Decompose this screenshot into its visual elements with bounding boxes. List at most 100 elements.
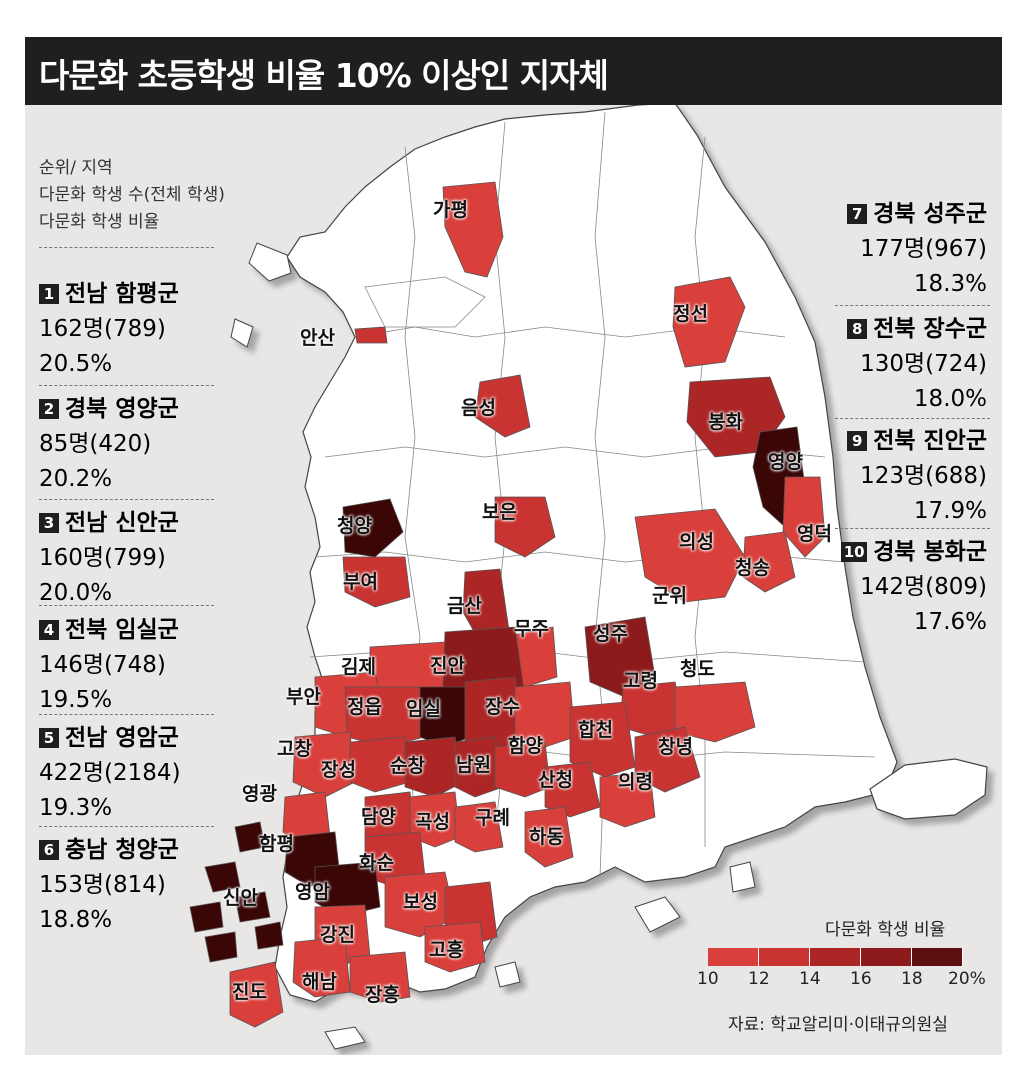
rank-ratio: 19.3%: [39, 795, 113, 821]
rank-region: 충남 청양군: [65, 837, 179, 863]
map-label: 안산: [300, 327, 335, 349]
rank-number: 4: [39, 620, 59, 640]
map-label: 의령: [618, 771, 653, 793]
map-label: 성주: [593, 623, 628, 645]
divider: [39, 605, 214, 606]
rank-region: 전북 진안군: [873, 428, 987, 454]
scale-swatch: [759, 948, 810, 966]
page-title: 다문화 초등학생 비율 10% 이상인 지자체: [39, 56, 609, 95]
map-label: 장흥: [365, 984, 400, 1006]
rank-number: 7: [847, 204, 868, 224]
rank-ratio: 17.6%: [913, 609, 987, 635]
ranking-item: 5 전남 영암군 422명(2184) 19.3%: [39, 721, 181, 826]
map-label: 신안: [223, 887, 258, 909]
rank-ratio: 19.5%: [39, 687, 113, 713]
rank-ratio: 20.5%: [39, 351, 113, 377]
ranking-item: 1 전남 함평군 162명(789) 20.5%: [39, 277, 179, 382]
ranking-item: 8 전북 장수군 130명(724) 18.0%: [815, 312, 987, 417]
map-label: 보성: [403, 891, 438, 913]
map-label: 무주: [514, 618, 549, 640]
map-label: 영양: [768, 451, 803, 473]
map-label: 담양: [361, 806, 396, 828]
legend-header-line: 순위/ 지역: [39, 158, 113, 178]
map-label: 함평: [259, 833, 294, 855]
title-bar: 다문화 초등학생 비율 10% 이상인 지자체: [25, 37, 1002, 105]
ranking-item: 3 전남 신안군 160명(799) 20.0%: [39, 506, 179, 611]
map-label: 해남: [302, 971, 337, 993]
rank-number: 9: [847, 431, 868, 451]
legend-header-line: 다문화 학생 수(전체 학생): [39, 185, 225, 205]
rank-region: 전북 임실군: [65, 617, 179, 643]
rank-region: 전북 장수군: [873, 316, 987, 342]
legend-header-line: 다문화 학생 비율: [39, 212, 160, 232]
map-label: 장수: [485, 696, 520, 718]
rank-region: 전남 신안군: [65, 510, 179, 536]
map-label: 청송: [735, 557, 770, 579]
map-label: 진안: [430, 655, 465, 677]
scale-title: 다문화 학생 비율: [825, 920, 946, 940]
divider: [39, 499, 214, 500]
map-label: 금산: [447, 595, 482, 617]
map-label: 고령: [623, 670, 658, 692]
rank-ratio: 18.0%: [913, 386, 987, 412]
scale-tick: 12: [748, 969, 770, 989]
rank-count: 153명(814): [39, 872, 166, 898]
rank-number: 6: [39, 840, 59, 860]
rank-region: 경북 성주군: [873, 201, 987, 227]
divider: [39, 714, 214, 715]
map-label: 군위: [652, 585, 687, 607]
map-label: 영광: [242, 783, 277, 805]
map-label: 하동: [529, 826, 564, 848]
korea-map: [189, 102, 988, 1050]
rank-ratio: 18.3%: [913, 271, 987, 297]
map-label: 산청: [538, 769, 573, 791]
ranking-item: 10 경북 봉화군 142명(809) 17.6%: [815, 535, 987, 640]
rank-region: 경북 봉화군: [873, 539, 987, 565]
rank-number: 10: [841, 542, 868, 562]
color-scale: [708, 948, 963, 966]
map-label: 봉화: [708, 411, 743, 433]
rank-region: 경북 영양군: [65, 396, 179, 422]
divider: [835, 305, 990, 306]
scale-swatch: [810, 948, 861, 966]
map-label: 가평: [433, 199, 468, 221]
rank-count: 177명(967): [860, 236, 987, 262]
rank-count: 162명(789): [39, 316, 166, 342]
rank-ratio: 20.2%: [39, 466, 113, 492]
map-label: 부안: [286, 686, 321, 708]
map-label: 청양: [337, 515, 372, 537]
rank-number: 3: [39, 513, 59, 533]
rank-ratio: 20.0%: [39, 580, 113, 606]
rank-count: 130명(724): [860, 351, 987, 377]
map-label: 음성: [461, 397, 496, 419]
map-label: 정선: [673, 303, 708, 325]
rank-count: 123명(688): [860, 463, 987, 489]
rank-count: 422명(2184): [39, 760, 181, 786]
rank-count: 142명(809): [860, 574, 987, 600]
divider: [835, 418, 990, 419]
map-label: 보은: [482, 501, 517, 523]
rank-ratio: 17.9%: [913, 498, 987, 524]
rank-number: 2: [39, 399, 59, 419]
highlighted-regions: [189, 181, 826, 1028]
scale-swatch: [861, 948, 912, 966]
map-label: 함양: [508, 735, 543, 757]
ranking-item: 2 경북 영양군 85명(420) 20.2%: [39, 392, 179, 497]
map-label: 창녕: [658, 736, 693, 758]
map-label: 장성: [321, 759, 356, 781]
map-label: 진도: [232, 981, 267, 1003]
map-label: 김제: [341, 656, 376, 678]
rank-number: 1: [39, 284, 59, 304]
divider: [835, 528, 990, 529]
map-label: 부여: [343, 571, 378, 593]
rank-number: 8: [847, 319, 868, 339]
map-label: 순창: [390, 755, 425, 777]
map-label: 영덕: [797, 523, 832, 545]
scale-tick: 16: [850, 969, 872, 989]
rank-region: 전남 영암군: [65, 725, 179, 751]
ranking-item: 6 충남 청양군 153명(814) 18.8%: [39, 833, 179, 938]
map-label: 남원: [456, 754, 491, 776]
map-label: 청도: [680, 658, 715, 680]
divider: [39, 385, 214, 386]
source-note: 자료: 학교알리미·이태규의원실: [728, 1015, 948, 1035]
